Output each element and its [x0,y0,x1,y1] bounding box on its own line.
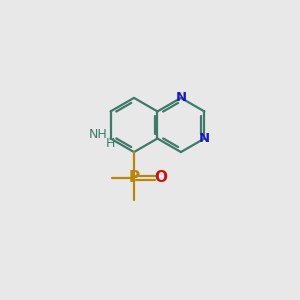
Text: N: N [199,132,210,145]
Text: NH: NH [88,128,107,141]
Text: O: O [154,170,168,185]
Text: P: P [128,170,140,185]
Text: N: N [176,92,187,104]
Text: H: H [106,137,115,150]
